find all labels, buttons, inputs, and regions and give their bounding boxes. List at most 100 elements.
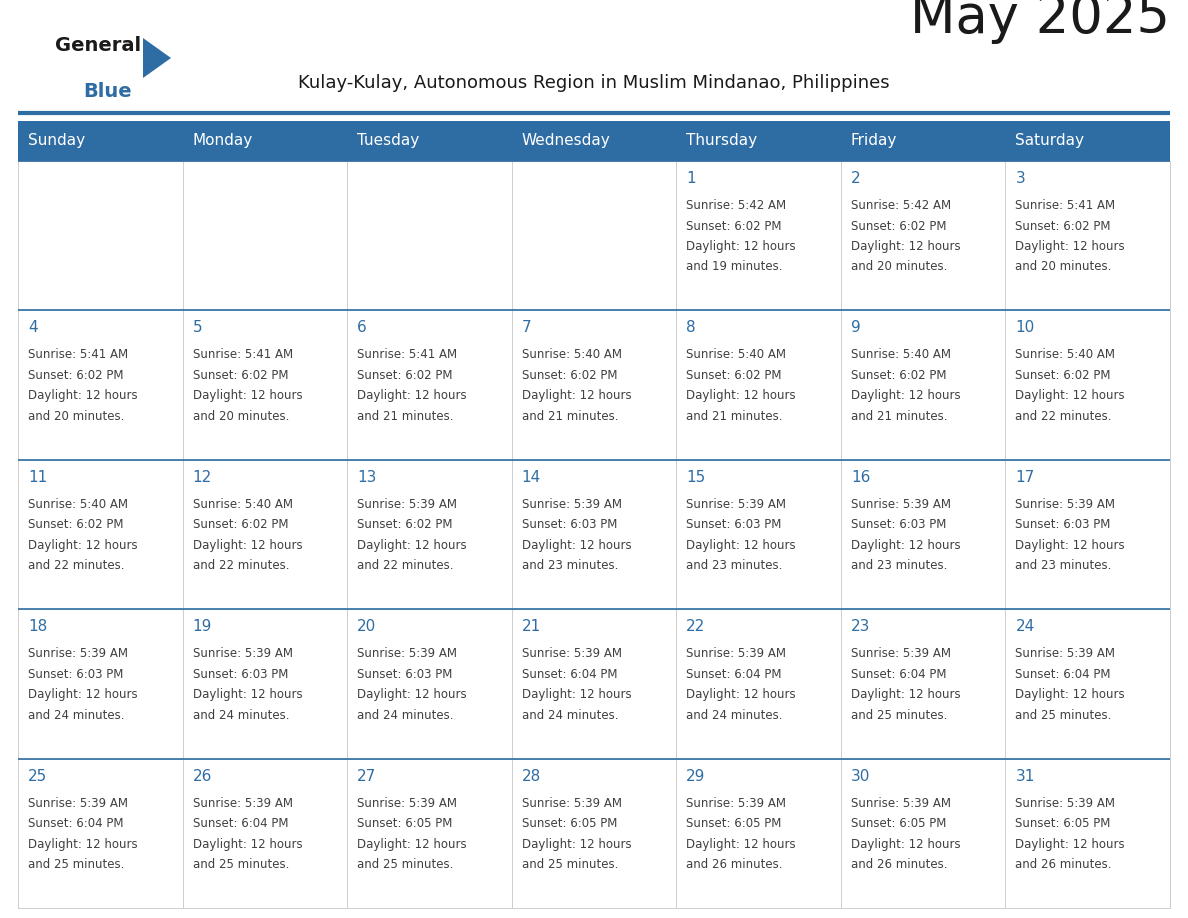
Text: Sunrise: 5:39 AM: Sunrise: 5:39 AM — [522, 647, 621, 660]
Bar — [512, 460, 676, 610]
Text: Sunset: 6:02 PM: Sunset: 6:02 PM — [851, 219, 947, 232]
Text: Sunset: 6:04 PM: Sunset: 6:04 PM — [851, 667, 947, 681]
Bar — [183, 310, 347, 460]
Text: Sunset: 6:02 PM: Sunset: 6:02 PM — [851, 369, 947, 382]
Text: and 23 minutes.: and 23 minutes. — [522, 559, 618, 572]
Text: Daylight: 12 hours: Daylight: 12 hours — [522, 389, 631, 402]
Bar — [841, 121, 1005, 161]
Text: 25: 25 — [29, 768, 48, 784]
Text: and 20 minutes.: and 20 minutes. — [851, 261, 947, 274]
Bar — [676, 310, 841, 460]
Text: Daylight: 12 hours: Daylight: 12 hours — [687, 688, 796, 701]
Text: Sunrise: 5:39 AM: Sunrise: 5:39 AM — [358, 797, 457, 810]
Bar — [512, 610, 676, 758]
Text: Sunrise: 5:39 AM: Sunrise: 5:39 AM — [1016, 498, 1116, 510]
Text: Sunset: 6:03 PM: Sunset: 6:03 PM — [522, 519, 617, 532]
Text: Sunrise: 5:39 AM: Sunrise: 5:39 AM — [192, 797, 292, 810]
Bar — [1005, 758, 1170, 908]
Bar — [18, 310, 183, 460]
Text: and 25 minutes.: and 25 minutes. — [29, 858, 125, 871]
Text: 28: 28 — [522, 768, 541, 784]
Text: and 20 minutes.: and 20 minutes. — [29, 410, 125, 423]
Bar — [841, 161, 1005, 310]
Text: Sunset: 6:02 PM: Sunset: 6:02 PM — [687, 369, 782, 382]
Bar — [1005, 310, 1170, 460]
Text: and 21 minutes.: and 21 minutes. — [851, 410, 947, 423]
Text: Sunrise: 5:39 AM: Sunrise: 5:39 AM — [851, 647, 950, 660]
Text: 6: 6 — [358, 320, 367, 335]
Text: Sunrise: 5:39 AM: Sunrise: 5:39 AM — [522, 498, 621, 510]
Text: Wednesday: Wednesday — [522, 133, 611, 149]
Text: and 25 minutes.: and 25 minutes. — [522, 858, 618, 871]
Text: Sunset: 6:02 PM: Sunset: 6:02 PM — [522, 369, 618, 382]
Text: Sunrise: 5:40 AM: Sunrise: 5:40 AM — [687, 349, 786, 362]
Text: Daylight: 12 hours: Daylight: 12 hours — [192, 389, 302, 402]
Text: May 2025: May 2025 — [910, 0, 1170, 44]
Text: Sunrise: 5:40 AM: Sunrise: 5:40 AM — [522, 349, 621, 362]
Bar — [183, 161, 347, 310]
Text: Sunset: 6:05 PM: Sunset: 6:05 PM — [358, 817, 453, 830]
Text: 7: 7 — [522, 320, 531, 335]
Bar — [183, 758, 347, 908]
Bar — [512, 758, 676, 908]
Text: Daylight: 12 hours: Daylight: 12 hours — [29, 389, 138, 402]
Bar — [347, 121, 512, 161]
Text: 1: 1 — [687, 171, 696, 186]
Text: Sunrise: 5:40 AM: Sunrise: 5:40 AM — [192, 498, 292, 510]
Bar — [347, 161, 512, 310]
Text: and 19 minutes.: and 19 minutes. — [687, 261, 783, 274]
Text: Sunrise: 5:39 AM: Sunrise: 5:39 AM — [29, 647, 128, 660]
Text: Sunrise: 5:41 AM: Sunrise: 5:41 AM — [358, 349, 457, 362]
Text: Daylight: 12 hours: Daylight: 12 hours — [192, 539, 302, 552]
Text: and 23 minutes.: and 23 minutes. — [1016, 559, 1112, 572]
Bar — [18, 161, 183, 310]
Text: Sunset: 6:02 PM: Sunset: 6:02 PM — [192, 519, 287, 532]
Bar — [841, 610, 1005, 758]
Text: Daylight: 12 hours: Daylight: 12 hours — [687, 539, 796, 552]
Bar — [676, 758, 841, 908]
Text: Daylight: 12 hours: Daylight: 12 hours — [358, 389, 467, 402]
Bar — [347, 460, 512, 610]
Bar — [512, 161, 676, 310]
Text: 21: 21 — [522, 620, 541, 634]
Text: Sunset: 6:05 PM: Sunset: 6:05 PM — [1016, 817, 1111, 830]
Text: 2: 2 — [851, 171, 860, 186]
Text: Daylight: 12 hours: Daylight: 12 hours — [29, 837, 138, 851]
Text: Daylight: 12 hours: Daylight: 12 hours — [687, 389, 796, 402]
Text: Daylight: 12 hours: Daylight: 12 hours — [29, 688, 138, 701]
Text: Sunset: 6:04 PM: Sunset: 6:04 PM — [1016, 667, 1111, 681]
Bar — [18, 460, 183, 610]
Bar — [347, 310, 512, 460]
Text: Sunrise: 5:41 AM: Sunrise: 5:41 AM — [1016, 199, 1116, 212]
Bar — [347, 610, 512, 758]
Text: Sunrise: 5:39 AM: Sunrise: 5:39 AM — [1016, 647, 1116, 660]
Bar — [1005, 161, 1170, 310]
Text: Daylight: 12 hours: Daylight: 12 hours — [1016, 389, 1125, 402]
Text: and 24 minutes.: and 24 minutes. — [522, 709, 618, 722]
Text: 9: 9 — [851, 320, 860, 335]
Bar — [676, 161, 841, 310]
Text: and 21 minutes.: and 21 minutes. — [522, 410, 618, 423]
Text: and 26 minutes.: and 26 minutes. — [851, 858, 947, 871]
Bar — [1005, 121, 1170, 161]
Text: Sunrise: 5:39 AM: Sunrise: 5:39 AM — [29, 797, 128, 810]
Text: Sunrise: 5:40 AM: Sunrise: 5:40 AM — [29, 498, 128, 510]
Bar — [676, 121, 841, 161]
Text: Sunset: 6:02 PM: Sunset: 6:02 PM — [358, 369, 453, 382]
Text: 27: 27 — [358, 768, 377, 784]
Bar — [841, 310, 1005, 460]
Text: Sunrise: 5:40 AM: Sunrise: 5:40 AM — [1016, 349, 1116, 362]
Text: Daylight: 12 hours: Daylight: 12 hours — [522, 688, 631, 701]
Text: Sunrise: 5:39 AM: Sunrise: 5:39 AM — [358, 498, 457, 510]
Text: Daylight: 12 hours: Daylight: 12 hours — [851, 389, 960, 402]
Text: 31: 31 — [1016, 768, 1035, 784]
Text: Saturday: Saturday — [1016, 133, 1085, 149]
Text: General: General — [55, 36, 141, 55]
Text: 13: 13 — [358, 470, 377, 485]
Text: 26: 26 — [192, 768, 211, 784]
Text: Daylight: 12 hours: Daylight: 12 hours — [29, 539, 138, 552]
Text: Daylight: 12 hours: Daylight: 12 hours — [522, 539, 631, 552]
Text: and 20 minutes.: and 20 minutes. — [1016, 261, 1112, 274]
Text: 17: 17 — [1016, 470, 1035, 485]
Bar — [183, 121, 347, 161]
